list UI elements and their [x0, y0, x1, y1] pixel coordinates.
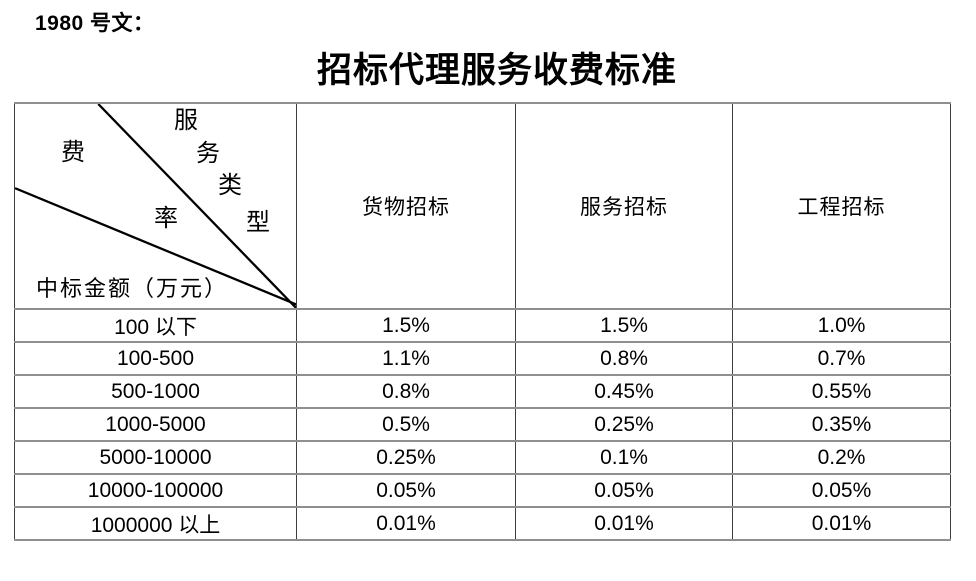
works-rate-cell: 0.01% — [732, 506, 951, 541]
corner-fee-rate-char: 费 — [61, 140, 85, 166]
goods-rate-cell: 1.1% — [296, 341, 516, 376]
corner-service-type-char: 型 — [246, 210, 270, 236]
corner-service-type-char: 务 — [196, 141, 220, 167]
amount-range-cell: 5000-10000 — [14, 440, 297, 475]
table-row: 500-1000 0.8% 0.45% 0.55% — [14, 374, 951, 409]
amount-range-cell: 500-1000 — [14, 374, 297, 409]
goods-rate-cell: 0.5% — [296, 407, 516, 442]
services-rate-cell: 0.05% — [515, 473, 733, 508]
services-rate-cell: 0.1% — [515, 440, 733, 475]
table-header-row: 费 率 服 务 类 型 中标金额（万元） 货物招标 服务招标 工程招标 — [14, 102, 951, 310]
services-rate-cell: 0.8% — [515, 341, 733, 376]
amount-range-cell: 100-500 — [14, 341, 297, 376]
table-row: 100-500 1.1% 0.8% 0.7% — [14, 341, 951, 376]
services-rate-cell: 0.01% — [515, 506, 733, 541]
page-title: 招标代理服务收费标准 — [316, 51, 677, 90]
column-header-goods-bidding: 货物招标 — [296, 102, 516, 310]
works-rate-cell: 0.55% — [732, 374, 951, 409]
goods-rate-cell: 0.8% — [296, 374, 516, 409]
works-rate-cell: 0.35% — [732, 407, 951, 442]
column-header-works-bidding: 工程招标 — [732, 102, 951, 310]
amount-range-cell: 1000-5000 — [14, 407, 297, 442]
diagonal-divider-lines-icon — [15, 104, 296, 308]
works-rate-cell: 0.2% — [732, 440, 951, 475]
corner-fee-rate-char: 率 — [154, 206, 178, 232]
goods-rate-cell: 0.25% — [296, 440, 516, 475]
table-row: 1000000 以上 0.01% 0.01% 0.01% — [14, 506, 951, 541]
table-row: 1000-5000 0.5% 0.25% 0.35% — [14, 407, 951, 442]
amount-range-cell: 1000000 以上 — [14, 506, 297, 541]
goods-rate-cell: 0.01% — [296, 506, 516, 541]
amount-range-cell: 100 以下 — [14, 308, 297, 343]
services-rate-cell: 0.25% — [515, 407, 733, 442]
works-rate-cell: 0.7% — [732, 341, 951, 376]
table-row: 10000-100000 0.05% 0.05% 0.05% — [14, 473, 951, 508]
goods-rate-cell: 0.05% — [296, 473, 516, 508]
corner-row-axis-label: 中标金额（万元） — [36, 276, 229, 301]
table-row: 5000-10000 0.25% 0.1% 0.2% — [14, 440, 951, 475]
works-rate-cell: 1.0% — [732, 308, 951, 343]
services-rate-cell: 1.5% — [515, 308, 733, 343]
corner-service-type-char: 服 — [174, 108, 198, 134]
corner-service-type-char: 类 — [218, 173, 242, 199]
works-rate-cell: 0.05% — [732, 473, 951, 508]
doc-reference-label: 1980 号文： — [35, 12, 155, 35]
goods-rate-cell: 1.5% — [296, 308, 516, 343]
fee-schedule-table: 费 率 服 务 类 型 中标金额（万元） 货物招标 服务招标 工程招标 100 … — [14, 102, 951, 541]
diagonal-header-cell: 费 率 服 务 类 型 中标金额（万元） — [14, 102, 297, 310]
amount-range-cell: 10000-100000 — [14, 473, 297, 508]
services-rate-cell: 0.45% — [515, 374, 733, 409]
column-header-services-bidding: 服务招标 — [515, 102, 733, 310]
table-row: 100 以下 1.5% 1.5% 1.0% — [14, 308, 951, 343]
